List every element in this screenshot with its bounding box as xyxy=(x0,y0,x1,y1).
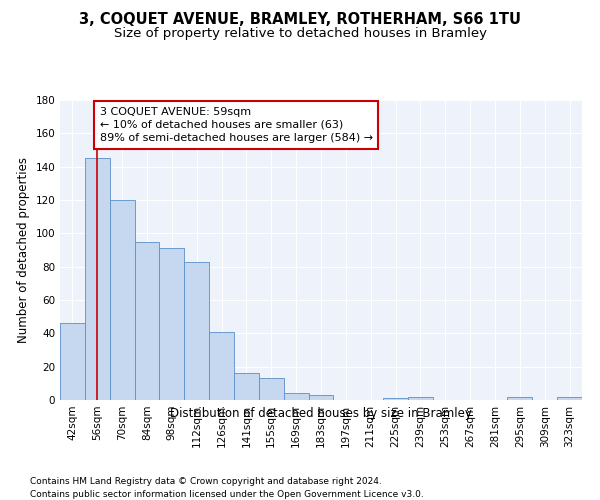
Bar xyxy=(408,396,433,400)
Text: Distribution of detached houses by size in Bramley: Distribution of detached houses by size … xyxy=(170,408,472,420)
Text: Contains HM Land Registry data © Crown copyright and database right 2024.: Contains HM Land Registry data © Crown c… xyxy=(30,478,382,486)
Bar xyxy=(508,396,532,400)
Bar xyxy=(383,398,408,400)
Bar xyxy=(85,158,110,400)
Bar xyxy=(160,248,184,400)
Text: Size of property relative to detached houses in Bramley: Size of property relative to detached ho… xyxy=(113,28,487,40)
Bar xyxy=(134,242,160,400)
Text: 3, COQUET AVENUE, BRAMLEY, ROTHERHAM, S66 1TU: 3, COQUET AVENUE, BRAMLEY, ROTHERHAM, S6… xyxy=(79,12,521,28)
Bar xyxy=(259,378,284,400)
Bar xyxy=(234,374,259,400)
Bar xyxy=(110,200,134,400)
Bar xyxy=(184,262,209,400)
Bar xyxy=(60,324,85,400)
Text: 3 COQUET AVENUE: 59sqm
← 10% of detached houses are smaller (63)
89% of semi-det: 3 COQUET AVENUE: 59sqm ← 10% of detached… xyxy=(100,106,373,143)
Bar xyxy=(209,332,234,400)
Text: Contains public sector information licensed under the Open Government Licence v3: Contains public sector information licen… xyxy=(30,490,424,499)
Bar xyxy=(308,395,334,400)
Y-axis label: Number of detached properties: Number of detached properties xyxy=(17,157,30,343)
Bar xyxy=(284,394,308,400)
Bar xyxy=(557,396,582,400)
